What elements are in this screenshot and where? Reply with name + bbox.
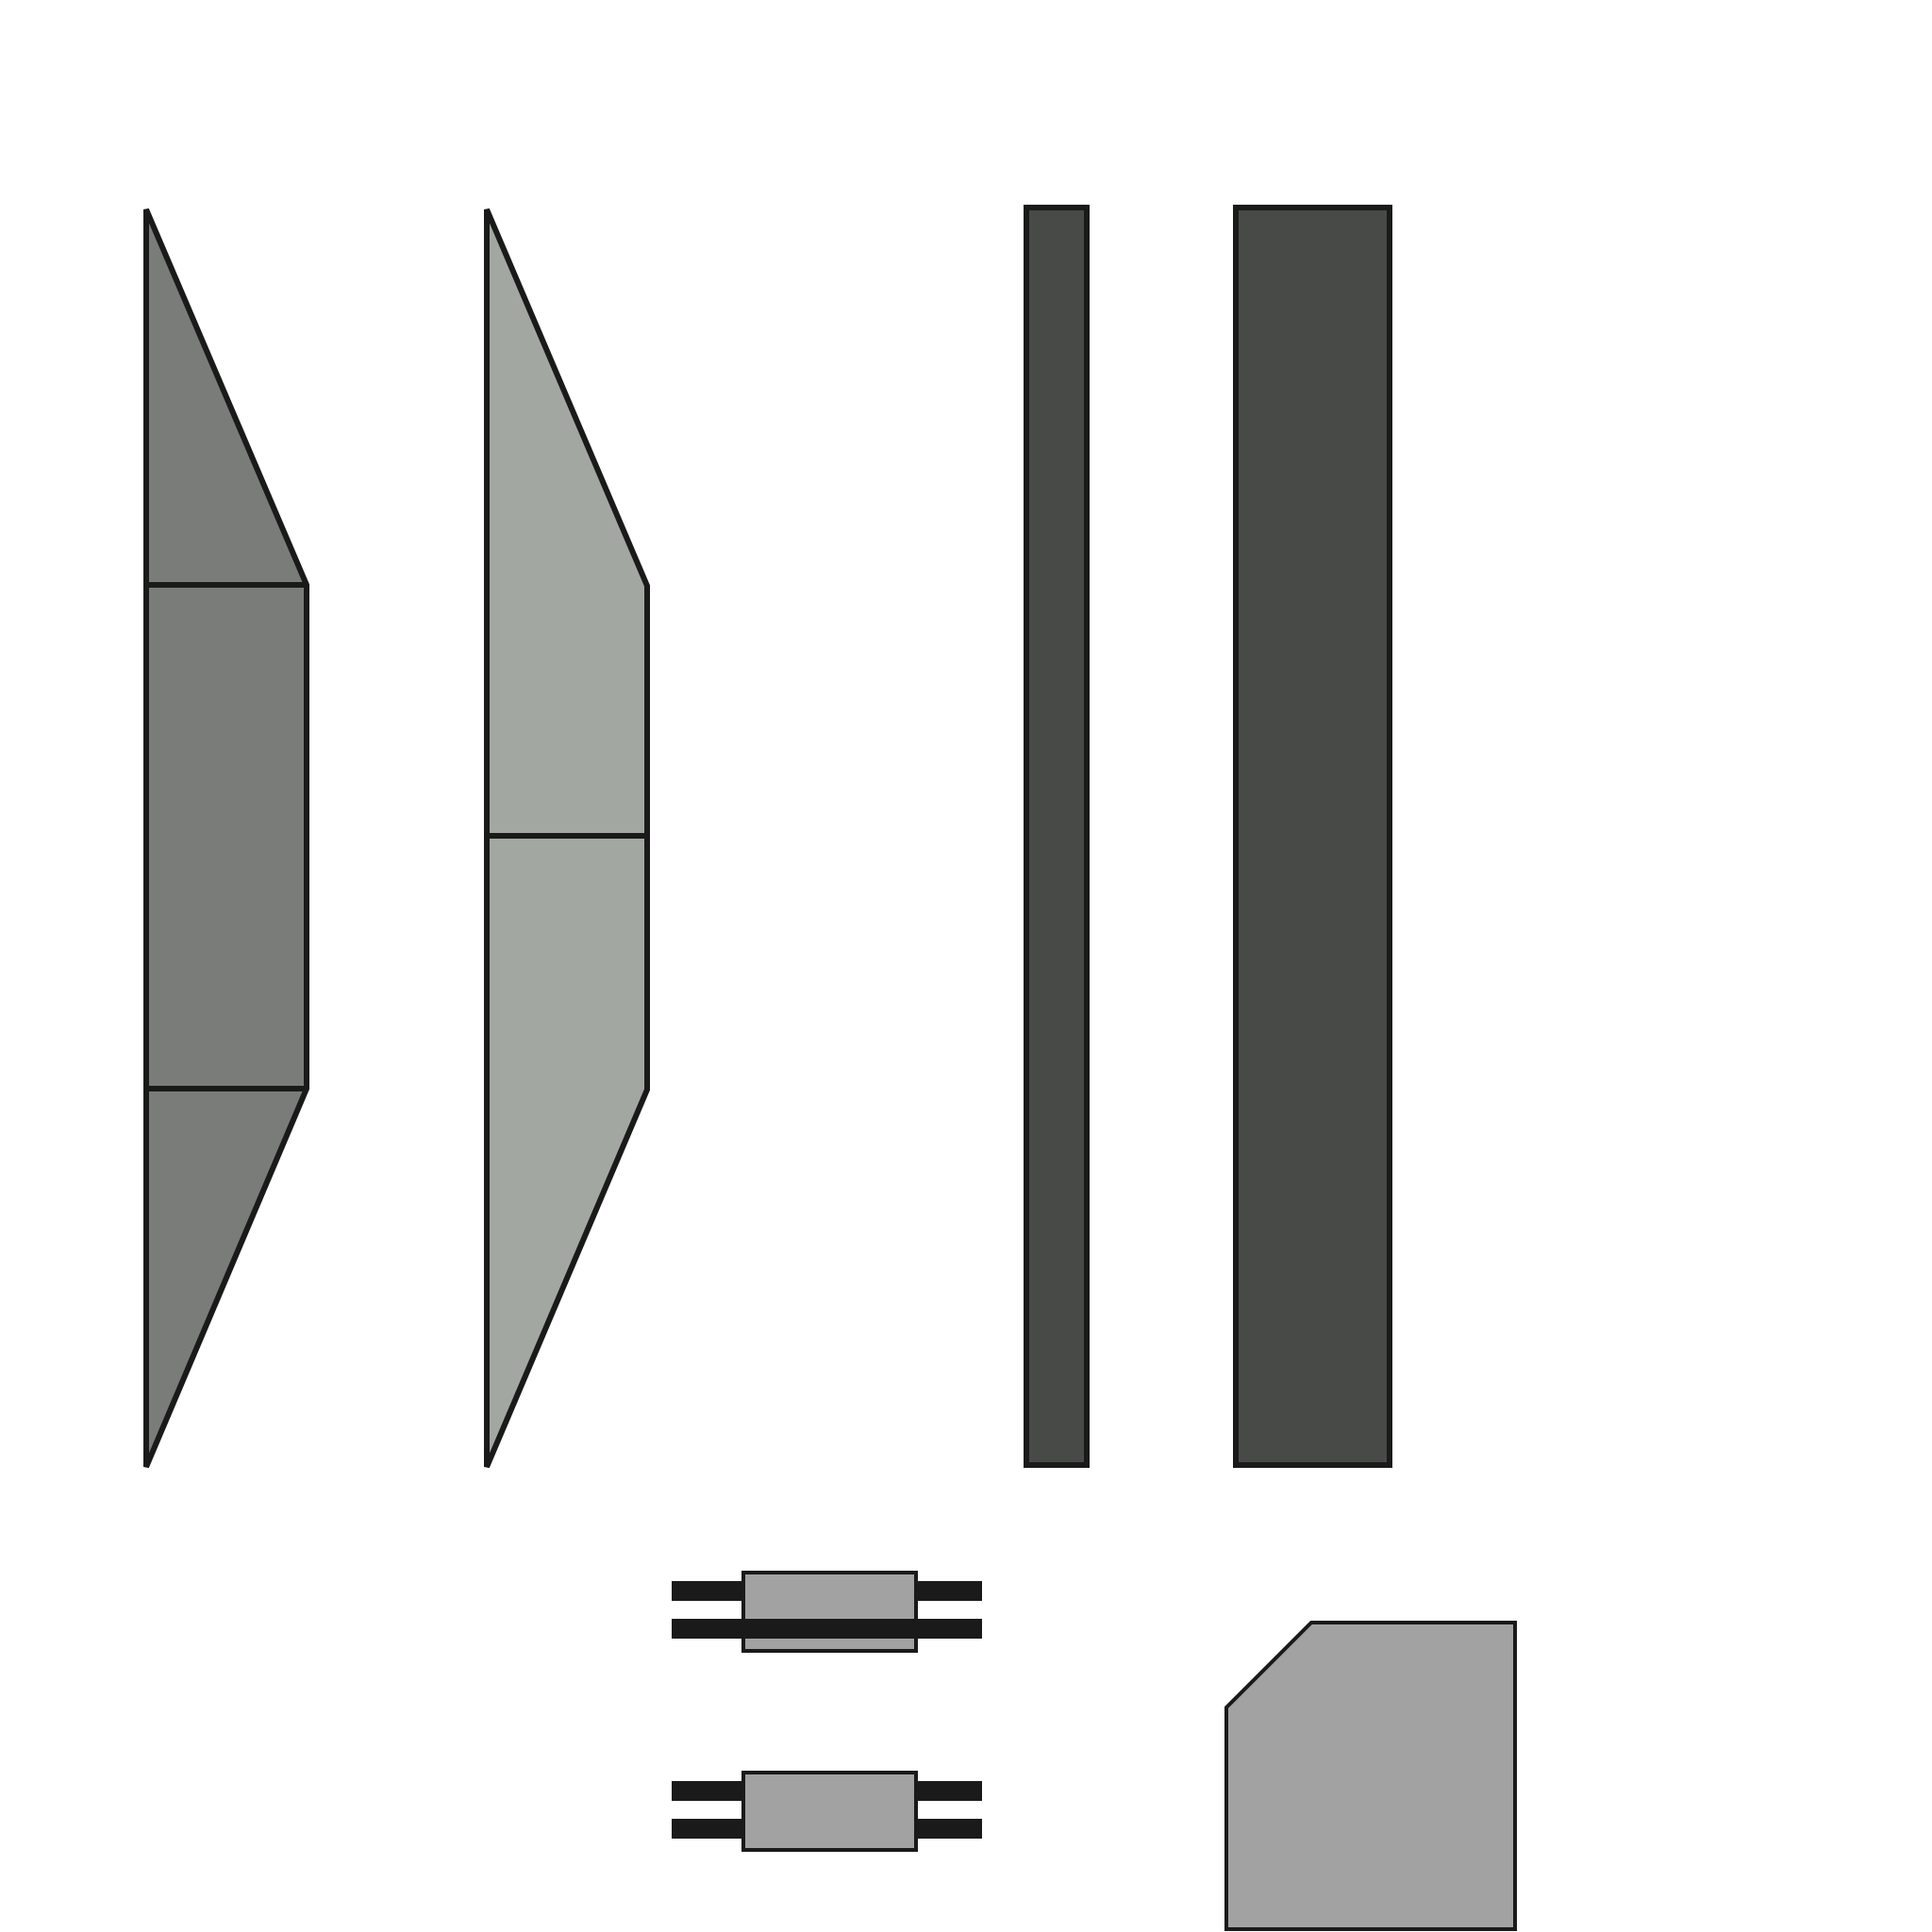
second-profile-panel [484, 208, 650, 1469]
lower-connector-right-rail-top [916, 1781, 982, 1801]
upper-connector [672, 1571, 982, 1653]
thin-vertical-bar [1024, 205, 1090, 1468]
lower-connector [672, 1771, 982, 1852]
lower-connector-body [741, 1771, 918, 1852]
upper-connector-left-rail-top [672, 1581, 743, 1601]
lower-connector-right-rail-bottom [916, 1819, 982, 1839]
wide-vertical-bar [1233, 205, 1392, 1468]
left-profile-panel [143, 208, 309, 1469]
upper-connector-body [741, 1571, 918, 1653]
lower-connector-left-rail-bottom [672, 1819, 743, 1839]
upper-connector-right-rail-top [916, 1581, 982, 1601]
chamfered-block [1224, 1621, 1517, 1931]
upper-connector-through-rail [672, 1619, 982, 1639]
lower-connector-left-rail-top [672, 1781, 743, 1801]
left-profile-panel-body [143, 208, 309, 1469]
